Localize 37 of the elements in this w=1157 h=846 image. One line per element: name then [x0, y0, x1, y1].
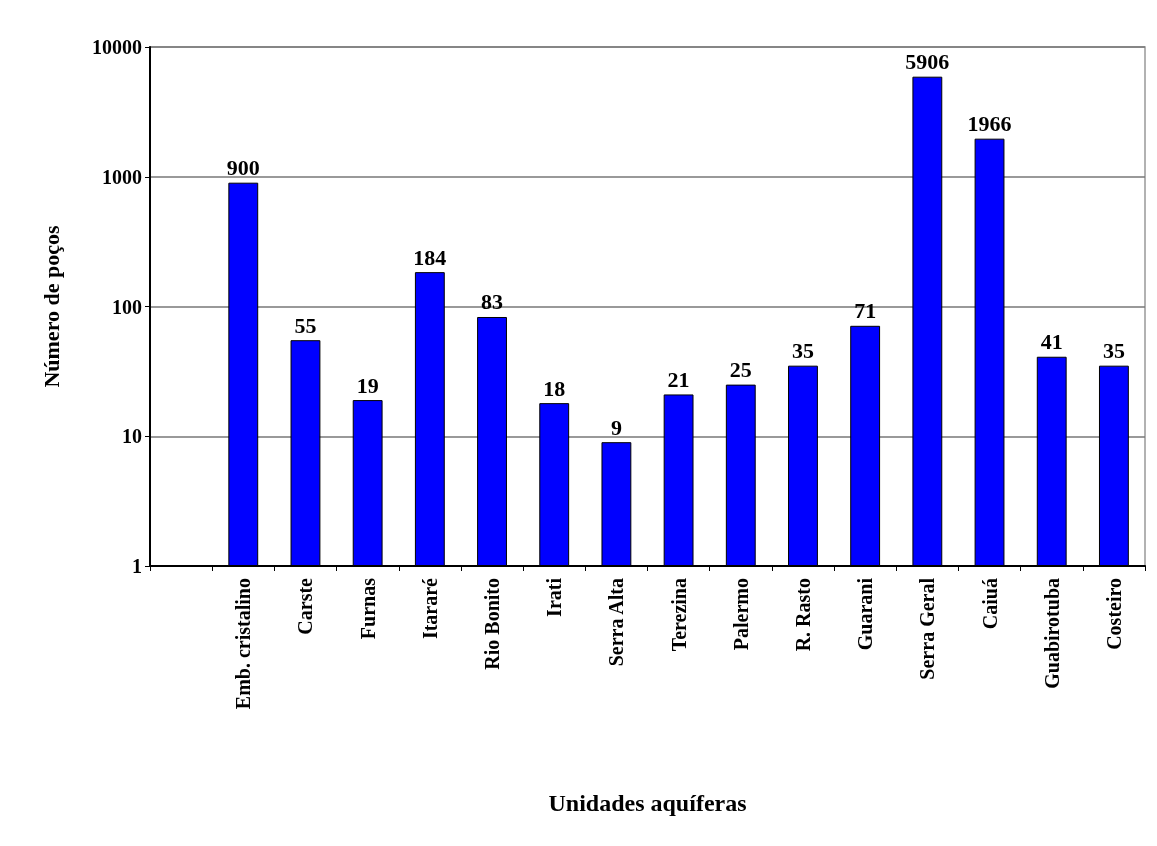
y-tick-label: 100	[112, 295, 142, 318]
x-tick-label: Itararé	[418, 577, 441, 640]
x-tick-label: Guarani	[854, 577, 877, 651]
y-axis-title: Número de poços	[38, 225, 64, 388]
y-tick-label: 10000	[92, 36, 142, 58]
data-label: 18	[543, 375, 566, 401]
x-tick-label: Irati	[543, 577, 566, 617]
x-tick-label: Carste	[294, 577, 317, 635]
y-tick-label: 10	[122, 425, 142, 448]
data-label: 83	[481, 289, 504, 315]
x-tick-label: Palermo	[729, 578, 752, 651]
data-label: 184	[413, 244, 447, 270]
x-tick-label: Furnas	[356, 577, 379, 640]
data-label: 900	[226, 155, 260, 181]
data-label: 25	[729, 357, 752, 383]
x-axis-title: Unidades aquíferas	[548, 790, 747, 816]
data-label: 21	[667, 366, 690, 392]
x-tick-label: Caiuá	[978, 578, 1001, 630]
x-tick-label: Serra Geral	[916, 577, 939, 680]
data-label: 35	[1102, 338, 1125, 364]
data-label: 1966	[967, 111, 1012, 137]
data-label: 19	[356, 372, 379, 398]
x-tick-label: Serra Alta	[605, 578, 628, 667]
x-tick-label: Terezina	[667, 578, 690, 652]
y-tick-label: 1000	[102, 165, 142, 188]
data-label: 41	[1040, 329, 1063, 355]
x-tick-label: R. Rasto	[791, 578, 814, 652]
data-label: 9	[610, 414, 622, 440]
data-label: 35	[791, 338, 814, 364]
data-label: 5906	[905, 49, 950, 75]
data-label: 55	[294, 312, 317, 338]
x-tick-label: Costeiro	[1102, 578, 1125, 650]
x-tick-label: Rio Bonito	[481, 578, 504, 670]
y-tick-label: 1	[132, 555, 142, 577]
x-tick-label: Guabirotuba	[1040, 578, 1063, 689]
x-tick-label: Emb. cristalino	[232, 578, 255, 710]
data-label: 71	[854, 298, 877, 324]
